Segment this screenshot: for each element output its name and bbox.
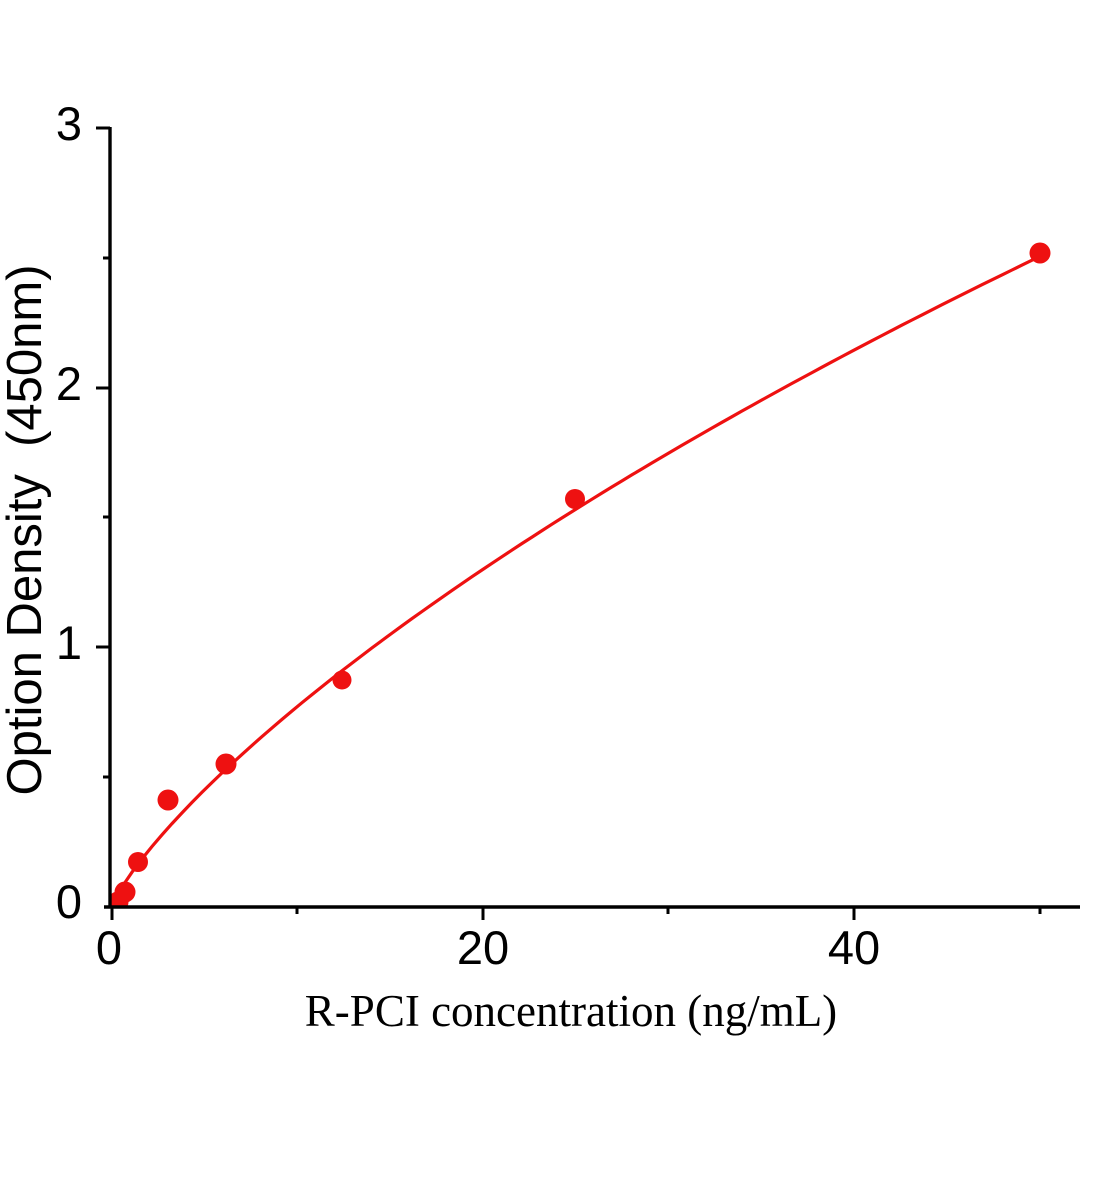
- svg-text:R-PCI concentration (ng/mL): R-PCI concentration (ng/mL): [305, 986, 837, 1036]
- svg-text:Option Density (450nm): Option Density (450nm): [0, 264, 52, 795]
- svg-text:3: 3: [56, 97, 82, 150]
- svg-text:20: 20: [457, 921, 509, 974]
- svg-text:40: 40: [828, 921, 880, 974]
- svg-text:2: 2: [56, 357, 82, 410]
- svg-text:1: 1: [56, 616, 82, 669]
- svg-text:0: 0: [96, 921, 122, 974]
- svg-text:0: 0: [56, 875, 82, 928]
